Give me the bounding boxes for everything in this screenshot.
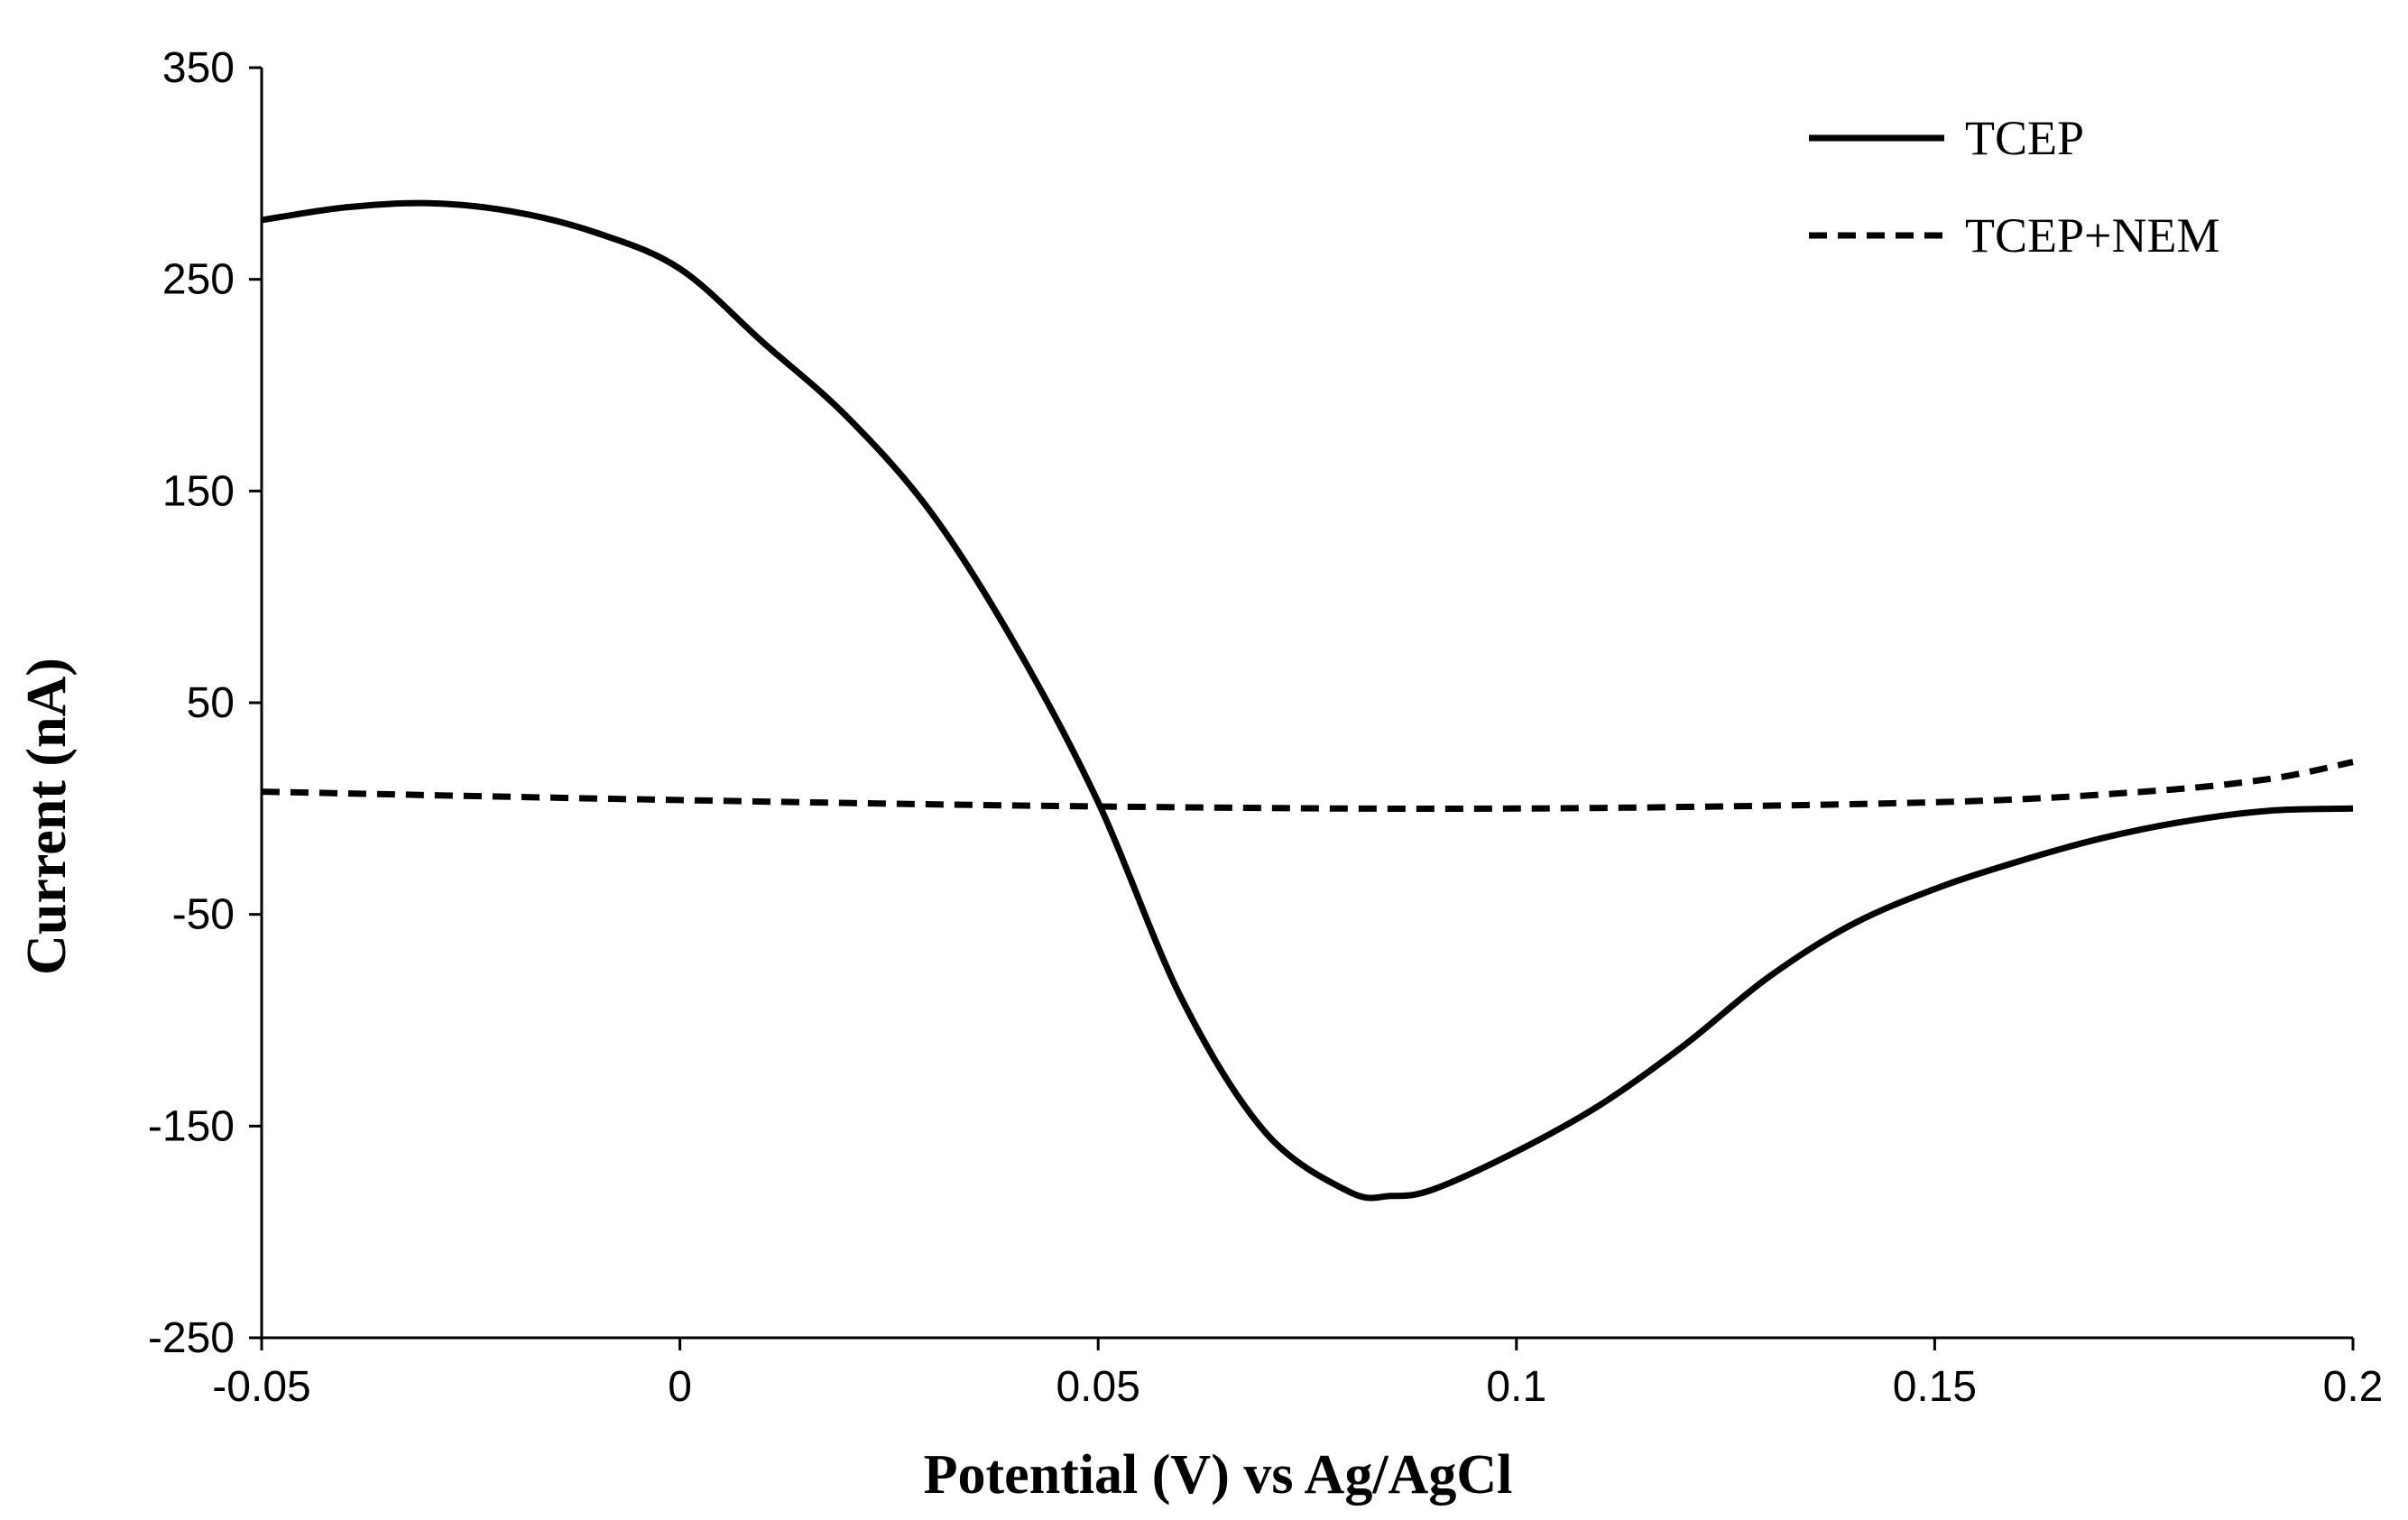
x-axis-title: Potential (V) vs Ag/AgCl xyxy=(924,1444,1513,1506)
series-line-tcep xyxy=(261,199,2354,1202)
legend-label-tcep-nem: TCEP+NEM xyxy=(1965,208,2219,263)
x-tick-label: -0.05 xyxy=(212,1363,310,1411)
y-tick-label: -150 xyxy=(148,1102,235,1150)
x-tick-label: 0.05 xyxy=(1056,1363,1139,1411)
x-tick-label: 0.15 xyxy=(1893,1363,1977,1411)
legend: TCEP TCEP+NEM xyxy=(1809,111,2219,263)
series-line-tcep-nem xyxy=(261,759,2354,813)
y-axis-title: Current (nA) xyxy=(16,658,78,975)
x-tick-label: 0.1 xyxy=(1486,1363,1546,1411)
series-layer xyxy=(261,199,2354,1202)
y-tick-label: -250 xyxy=(148,1314,235,1362)
y-tick-label: 150 xyxy=(162,467,235,515)
x-axis-ticks: -0.05 0 0.05 0.1 0.15 0.2 xyxy=(212,1338,2383,1411)
y-tick-label: -50 xyxy=(172,891,235,939)
y-tick-label: 50 xyxy=(187,679,235,727)
y-axis-ticks: 350 250 150 50 -50 -150 -250 xyxy=(148,44,262,1362)
y-tick-label: 250 xyxy=(162,256,235,304)
x-tick-label: 0 xyxy=(668,1363,692,1411)
x-tick-label: 0.2 xyxy=(2323,1363,2384,1411)
y-tick-label: 350 xyxy=(162,44,235,92)
legend-label-tcep: TCEP xyxy=(1965,111,2084,165)
